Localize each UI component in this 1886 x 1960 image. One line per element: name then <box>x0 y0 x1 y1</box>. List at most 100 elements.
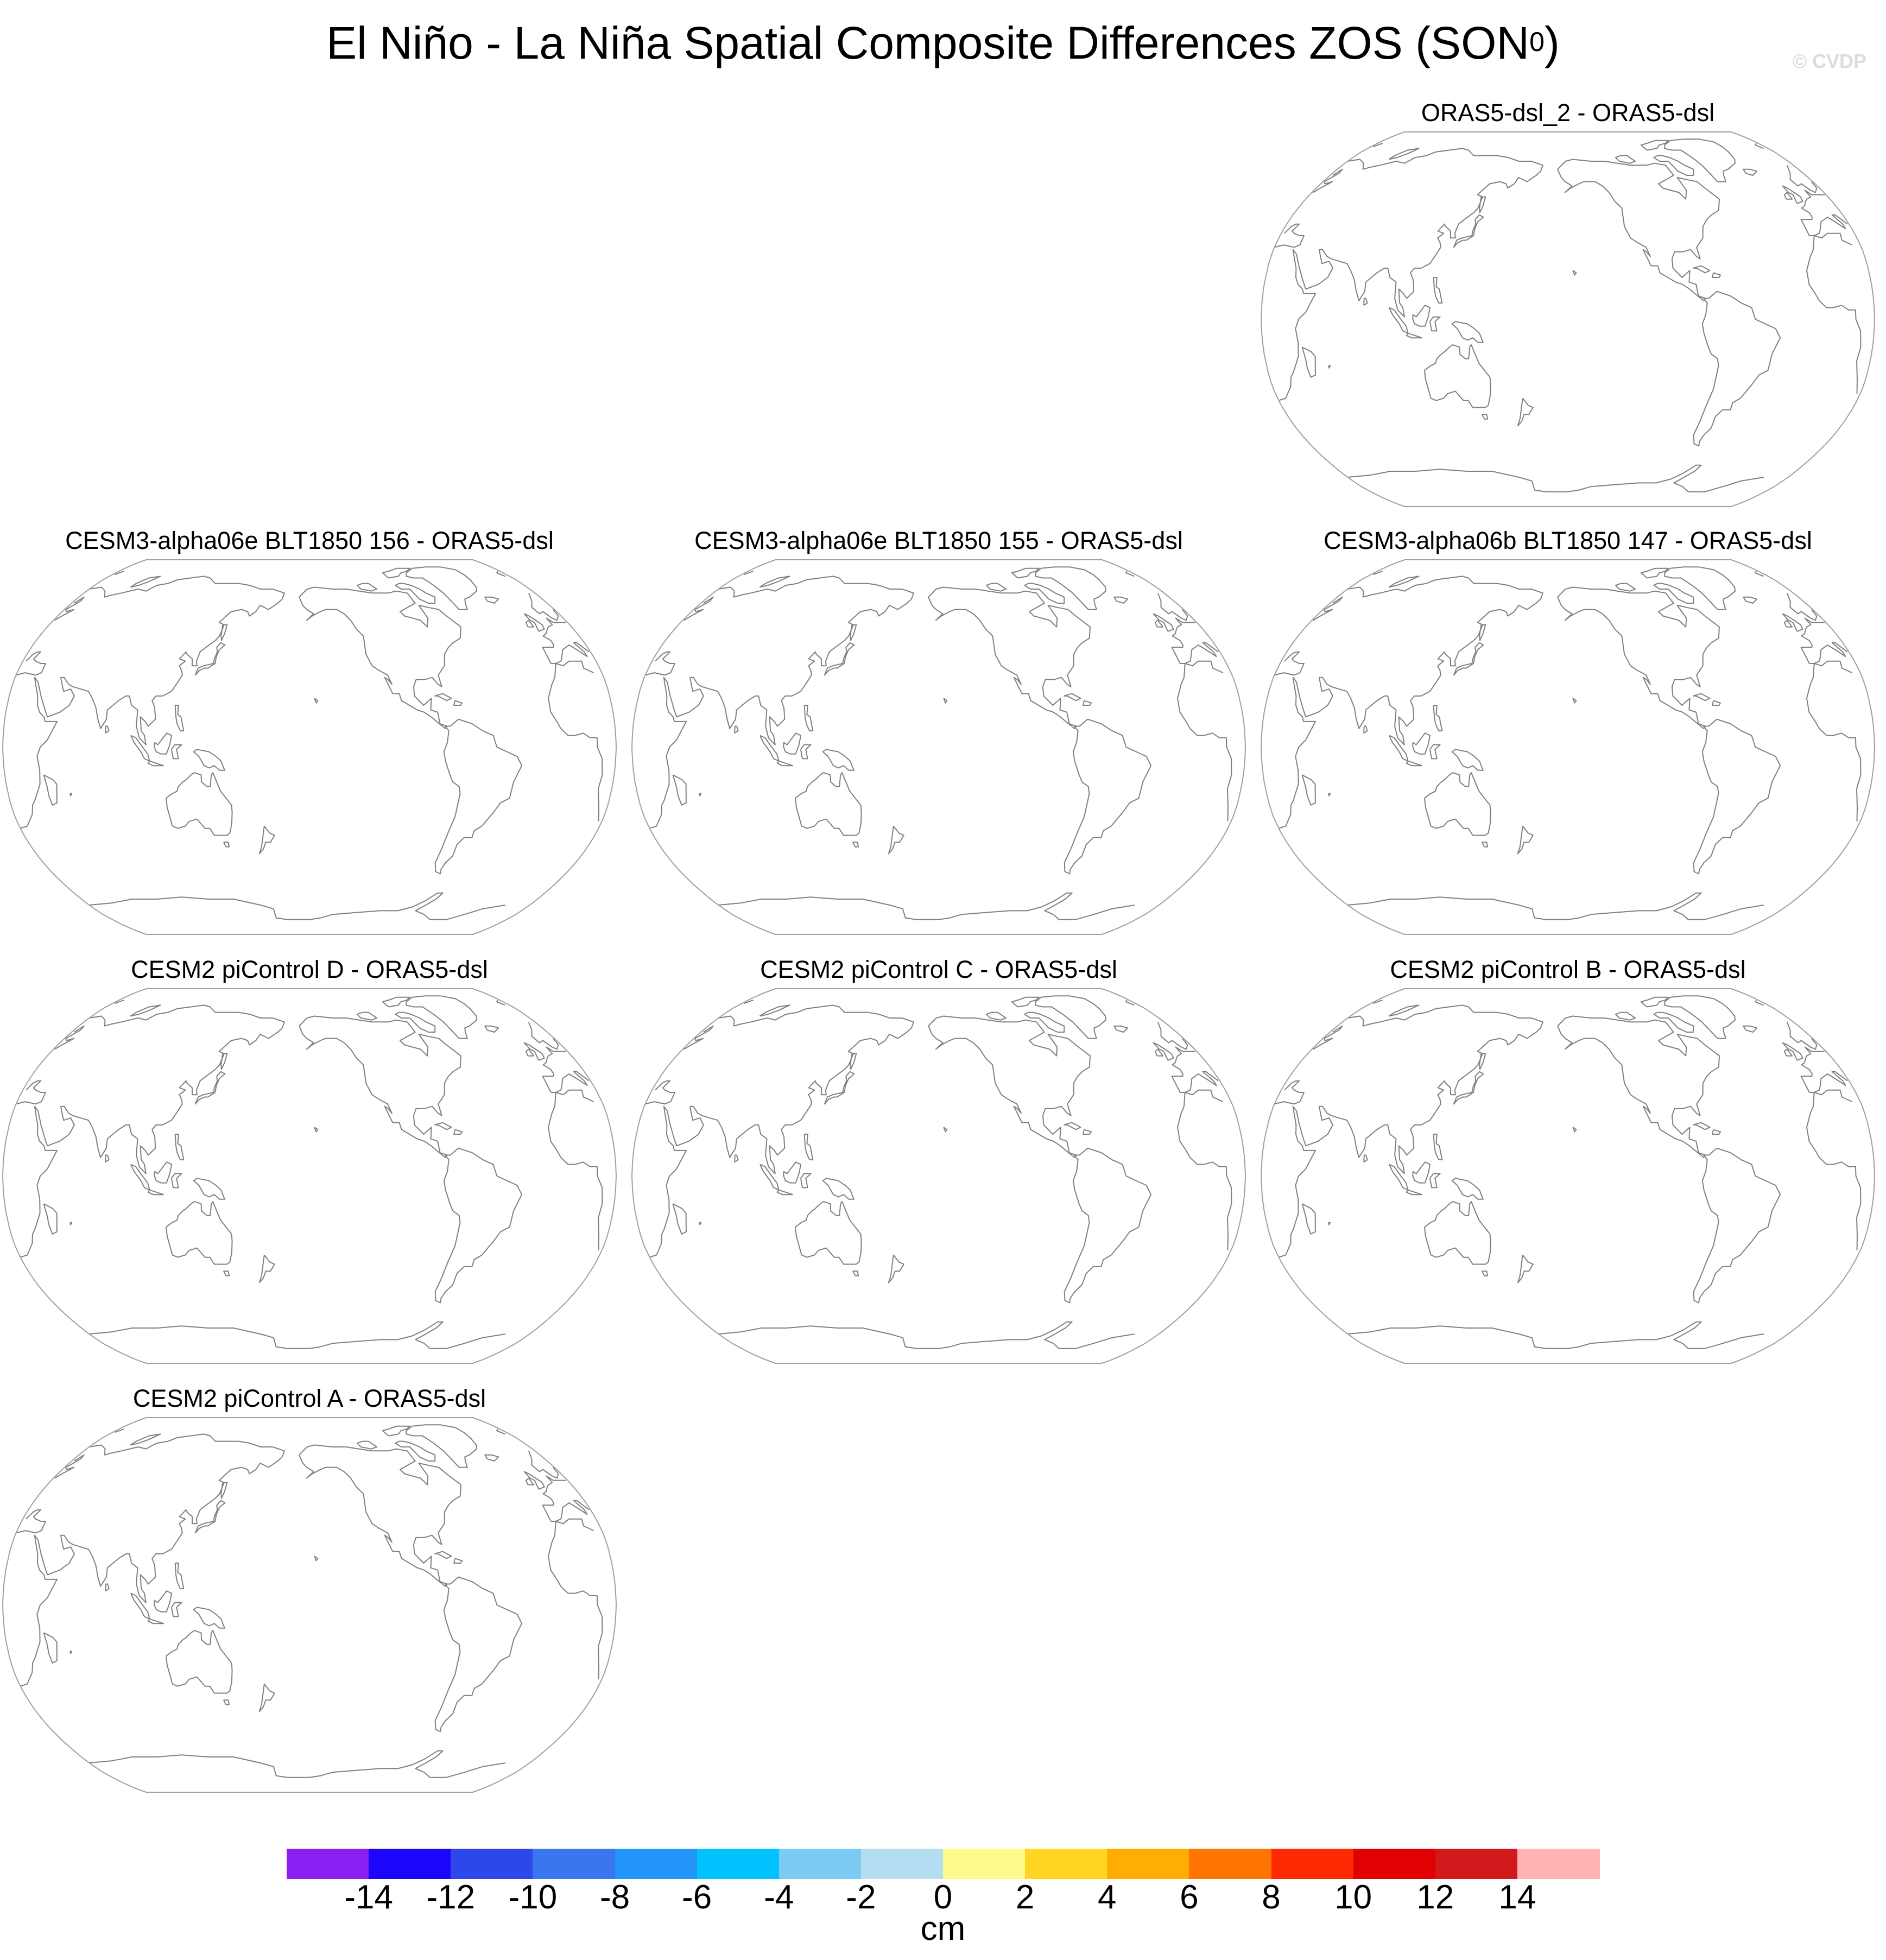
coastline <box>718 1321 1135 1349</box>
coastline <box>943 1127 948 1133</box>
coastline <box>645 576 1232 829</box>
coastline <box>1653 1011 1694 1033</box>
map-panel-cesm3-alpha06b-147: CESM3-alpha06b BLT1850 147 - ORAS5-dsl <box>1258 524 1877 959</box>
coastline <box>1693 718 1781 875</box>
coastline <box>193 1178 225 1200</box>
colorbar-swatch <box>1025 1849 1107 1879</box>
colorbar-tick-label: 6 <box>1180 1879 1199 1916</box>
figure-title-close: ) <box>1544 17 1560 68</box>
coastline <box>114 999 505 1006</box>
panel-title: CESM3-alpha06e BLT1850 156 - ORAS5-dsl <box>65 527 554 554</box>
coastline <box>395 1440 436 1462</box>
coastline <box>1347 1321 1764 1349</box>
coastline <box>1743 168 1758 176</box>
coastline <box>170 1602 182 1617</box>
colorbar-swatch <box>287 1849 369 1879</box>
coastline <box>776 760 793 767</box>
coastline <box>699 793 702 796</box>
coastline <box>1301 346 1316 378</box>
map-panel-cesm2-picontrol-c: CESM2 piControl C - ORAS5-dsl <box>629 953 1248 1388</box>
coastline <box>1481 1270 1489 1276</box>
coastline <box>1712 1129 1721 1135</box>
coastline <box>193 1607 225 1629</box>
coastline <box>154 1161 173 1184</box>
coastline <box>406 566 477 610</box>
coastline <box>1274 1004 1862 1258</box>
colorbar-swatch <box>533 1849 616 1879</box>
coastline <box>776 1189 793 1196</box>
colorbar-tick-label: -6 <box>682 1879 712 1916</box>
coastline <box>130 735 150 762</box>
map-outline <box>2 1417 617 1793</box>
colorbar-tick-label: 4 <box>1098 1879 1117 1916</box>
coastline <box>759 1164 780 1191</box>
coastline <box>194 1500 226 1534</box>
coastline <box>194 642 226 676</box>
coastline <box>1479 624 1486 641</box>
coastline <box>1453 642 1484 676</box>
coastline <box>1572 1127 1577 1133</box>
coastline <box>1653 155 1694 176</box>
coastline <box>1481 414 1489 420</box>
coastline <box>1664 566 1736 610</box>
coastline <box>1301 1203 1316 1235</box>
coastline <box>1615 1011 1636 1021</box>
coastline <box>1423 344 1491 408</box>
cvdp-watermark: © CVDP <box>1792 50 1866 72</box>
coastline <box>1064 1147 1152 1304</box>
coastline <box>1653 583 1694 604</box>
coastline <box>434 1122 452 1130</box>
coastline <box>170 1173 182 1188</box>
coastline <box>1423 772 1491 836</box>
coastline <box>1406 760 1422 767</box>
coastline <box>718 892 1135 920</box>
coastline <box>1064 718 1152 875</box>
coastline <box>800 1173 812 1188</box>
coastline <box>1451 749 1484 771</box>
coastline <box>395 1011 436 1033</box>
coastline <box>1640 567 1669 579</box>
coastline <box>382 1425 411 1437</box>
coastline <box>985 1011 1007 1021</box>
coastline <box>1782 1042 1803 1061</box>
coastline <box>406 995 477 1039</box>
coastline <box>174 1563 185 1590</box>
coastline <box>43 774 58 806</box>
figure-title-superscript: 0 <box>1529 27 1545 57</box>
coastline <box>1640 996 1669 1008</box>
colorbar-swatch <box>451 1849 533 1879</box>
coastline <box>88 1321 506 1349</box>
colorbar <box>287 1849 1600 1879</box>
coastline <box>672 774 687 806</box>
coastline <box>1406 332 1422 339</box>
coastline <box>794 1201 862 1265</box>
coastline <box>1274 148 1862 401</box>
coastline <box>1301 774 1316 806</box>
panel-title: CESM2 piControl B - ORAS5-dsl <box>1390 956 1746 983</box>
colorbar-swatch <box>615 1849 698 1879</box>
coastline <box>88 892 506 920</box>
coastline <box>258 825 275 855</box>
robinson-map <box>1260 131 1876 507</box>
coastline <box>928 586 1091 729</box>
coastline <box>1479 196 1486 213</box>
coastline <box>453 1558 463 1564</box>
colorbar-swatch <box>1353 1849 1436 1879</box>
coastline <box>1274 576 1862 829</box>
coastline <box>147 1618 164 1624</box>
coastline <box>220 624 228 641</box>
coastline <box>165 772 233 836</box>
coastline <box>783 1161 802 1184</box>
coastline <box>105 725 110 734</box>
coastline <box>1615 155 1636 164</box>
coastline <box>1783 619 1793 628</box>
coastline <box>1557 586 1720 729</box>
coastline <box>130 1433 161 1446</box>
coastline <box>794 772 862 836</box>
coastline <box>525 619 535 628</box>
coastline <box>1453 1071 1484 1105</box>
coastline <box>1423 1201 1491 1265</box>
panel-title: CESM2 piControl D - ORAS5-dsl <box>131 956 488 983</box>
coastline <box>1113 1025 1129 1033</box>
robinson-map <box>631 559 1246 935</box>
